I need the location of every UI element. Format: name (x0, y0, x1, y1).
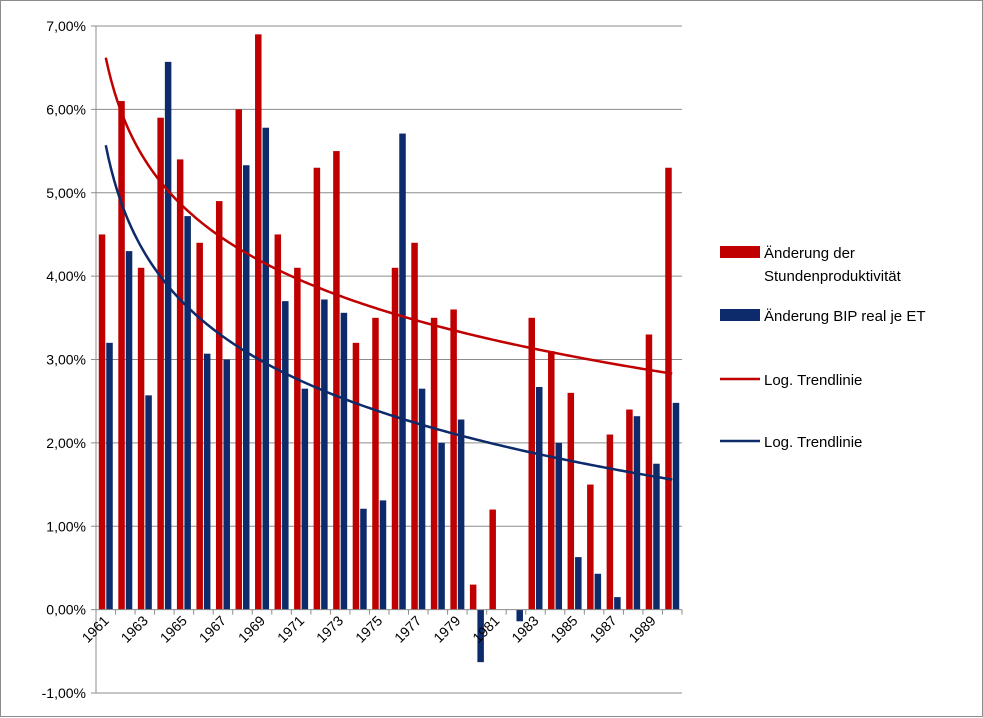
x-tick-label: 1985 (547, 612, 580, 645)
bar-stundenproduktivitaet (118, 101, 125, 610)
bar-stundenproduktivitaet (645, 334, 653, 610)
bar-stundenproduktivitaet (137, 267, 145, 610)
bar-bip-real-je-et (262, 127, 270, 610)
bar-stundenproduktivitaet (469, 584, 477, 610)
bar-stundenproduktivitaet (372, 317, 379, 610)
legend-label: Stundenproduktivität (764, 268, 902, 285)
bar-stundenproduktivitaet (274, 234, 282, 610)
bar-stundenproduktivitaet (235, 109, 242, 610)
bar-bip-real-je-et (164, 61, 172, 610)
gridlines (96, 25, 682, 694)
bar-bip-real-je-et (633, 416, 641, 610)
legend-swatch (720, 246, 760, 258)
bar-stundenproduktivitaet (98, 234, 106, 610)
x-tick-label: 1969 (235, 612, 268, 645)
y-tick-label: 2,00% (46, 435, 86, 451)
bar-bip-real-je-et (614, 597, 621, 610)
x-tick-label: 1967 (196, 612, 229, 645)
x-tick-label: 1983 (508, 612, 541, 645)
x-tick-label: 1975 (352, 612, 385, 645)
bar-stundenproduktivitaet (215, 201, 223, 610)
bar-stundenproduktivitaet (333, 151, 340, 610)
bar-bip-real-je-et (594, 573, 602, 610)
bar-stundenproduktivitaet (528, 317, 535, 610)
bar-stundenproduktivitaet (450, 309, 457, 610)
x-tick-label: 1973 (313, 612, 346, 645)
bar-stundenproduktivitaet (411, 242, 418, 610)
bar-bip-real-je-et (360, 508, 367, 610)
y-tick-label: 4,00% (46, 268, 86, 284)
trendline-red (104, 57, 673, 375)
bar-stundenproduktivitaet (352, 342, 360, 610)
x-tick-label: 1989 (625, 612, 658, 645)
y-tick-label: 7,00% (46, 18, 86, 34)
x-tick-label: 1979 (430, 612, 463, 645)
trendlines (104, 57, 673, 481)
bar-bip-real-je-et (536, 387, 543, 610)
bar-stundenproduktivitaet (430, 317, 438, 610)
bar-stundenproduktivitaet (196, 242, 203, 610)
bar-bip-real-je-et (672, 402, 680, 610)
bar-stundenproduktivitaet (665, 167, 672, 610)
bar-bip-real-je-et (477, 609, 484, 663)
bar-stundenproduktivitaet (176, 159, 184, 610)
bar-bip-real-je-et (438, 442, 445, 610)
bar-bip-real-je-et (243, 165, 250, 610)
x-tick-label: 1971 (274, 612, 307, 645)
x-tick-label: 1965 (157, 612, 190, 645)
bar-bip-real-je-et (575, 557, 582, 610)
bar-stundenproduktivitaet (255, 34, 262, 610)
bar-bip-real-je-et (379, 500, 387, 610)
bar-bip-real-je-et (340, 312, 348, 610)
x-tick-label: 1977 (391, 612, 424, 645)
y-tick-label: 0,00% (46, 602, 86, 618)
bar-bip-real-je-et (223, 359, 230, 610)
legend-swatch (720, 309, 760, 321)
bar-bip-real-je-et (457, 419, 465, 610)
bar-stundenproduktivitaet (626, 409, 633, 610)
bar-bip-real-je-et (184, 216, 191, 610)
legend-label: Änderung der (764, 245, 855, 262)
y-tick-label: -1,00% (42, 685, 86, 701)
bar-bip-real-je-et (145, 395, 152, 610)
bar-bip-real-je-et (516, 609, 523, 622)
x-tick-label: 1963 (118, 612, 151, 645)
legend: Änderung der Stundenproduktivität Änderung… (720, 245, 925, 451)
y-tick-label: 3,00% (46, 352, 86, 368)
y-tick-label: 1,00% (46, 518, 86, 534)
bar-stundenproduktivitaet (489, 509, 496, 610)
bar-bip-real-je-et (418, 388, 426, 610)
legend-label: Log. Trendlinie (764, 372, 862, 389)
bar-stundenproduktivitaet (606, 434, 614, 610)
bar-bip-real-je-et (555, 442, 563, 610)
y-tick-label: 6,00% (46, 101, 86, 117)
bar-bip-real-je-et (653, 463, 660, 610)
legend-label: Log. Trendlinie (764, 434, 862, 451)
x-tick-label: 1987 (586, 612, 619, 645)
bar-bip-real-je-et (125, 251, 133, 610)
bar-stundenproduktivitaet (587, 484, 594, 610)
bar-stundenproduktivitaet (548, 351, 555, 610)
y-tick-label: 5,00% (46, 185, 86, 201)
bar-bip-real-je-et (321, 299, 328, 610)
legend-label: Änderung BIP real je ET (764, 308, 925, 325)
bar-bip-real-je-et (282, 301, 289, 610)
bar-bip-real-je-et (301, 388, 309, 610)
bars (98, 34, 680, 663)
bar-bip-real-je-et (203, 353, 211, 610)
bar-bip-real-je-et (106, 342, 113, 610)
bar-stundenproduktivitaet (567, 392, 575, 610)
bar-stundenproduktivitaet (391, 267, 399, 610)
x-tick-label: 1981 (469, 612, 502, 645)
bar-bip-real-je-et (399, 133, 406, 610)
bar-stundenproduktivitaet (294, 267, 301, 610)
bar-stundenproduktivitaet (157, 117, 164, 610)
trendline-blue (104, 144, 673, 481)
